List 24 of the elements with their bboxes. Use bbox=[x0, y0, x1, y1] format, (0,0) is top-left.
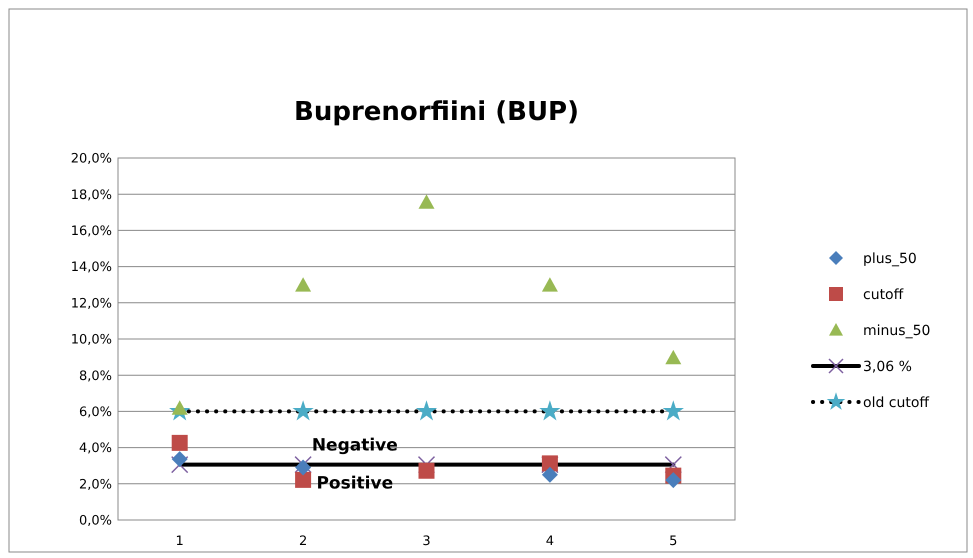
y-tick-label: 8,0% bbox=[78, 368, 112, 384]
y-tick-label: 2,0% bbox=[78, 477, 112, 492]
legend-label: plus_50 bbox=[863, 250, 917, 267]
y-tick-label: 10,0% bbox=[70, 332, 112, 348]
x-tick-label: 4 bbox=[546, 534, 554, 549]
y-tick-label: 18,0% bbox=[70, 188, 112, 203]
legend-label: old cutoff bbox=[863, 394, 930, 411]
y-tick-label: 0,0% bbox=[78, 514, 112, 529]
annotation: Positive bbox=[316, 474, 394, 494]
y-tick-label: 6,0% bbox=[78, 404, 112, 420]
annotation: Negative bbox=[312, 436, 398, 456]
legend-label: cutoff bbox=[863, 286, 904, 303]
x-tick-label: 5 bbox=[669, 534, 678, 549]
x-tick-label: 1 bbox=[176, 534, 184, 549]
x-tick-label: 2 bbox=[298, 534, 308, 549]
y-tick-label: 20,0% bbox=[70, 152, 112, 167]
legend-label: 3,06 % bbox=[863, 358, 912, 375]
legend-label: minus_50 bbox=[863, 322, 930, 339]
x-tick-label: 3 bbox=[422, 534, 431, 549]
y-tick-label: 4,0% bbox=[78, 441, 112, 456]
y-tick-label: 16,0% bbox=[70, 224, 112, 239]
y-tick-label: 12,0% bbox=[70, 296, 112, 312]
chart-title: Buprenorfiini (BUP) bbox=[294, 97, 579, 127]
y-tick-label: 14,0% bbox=[70, 260, 112, 276]
